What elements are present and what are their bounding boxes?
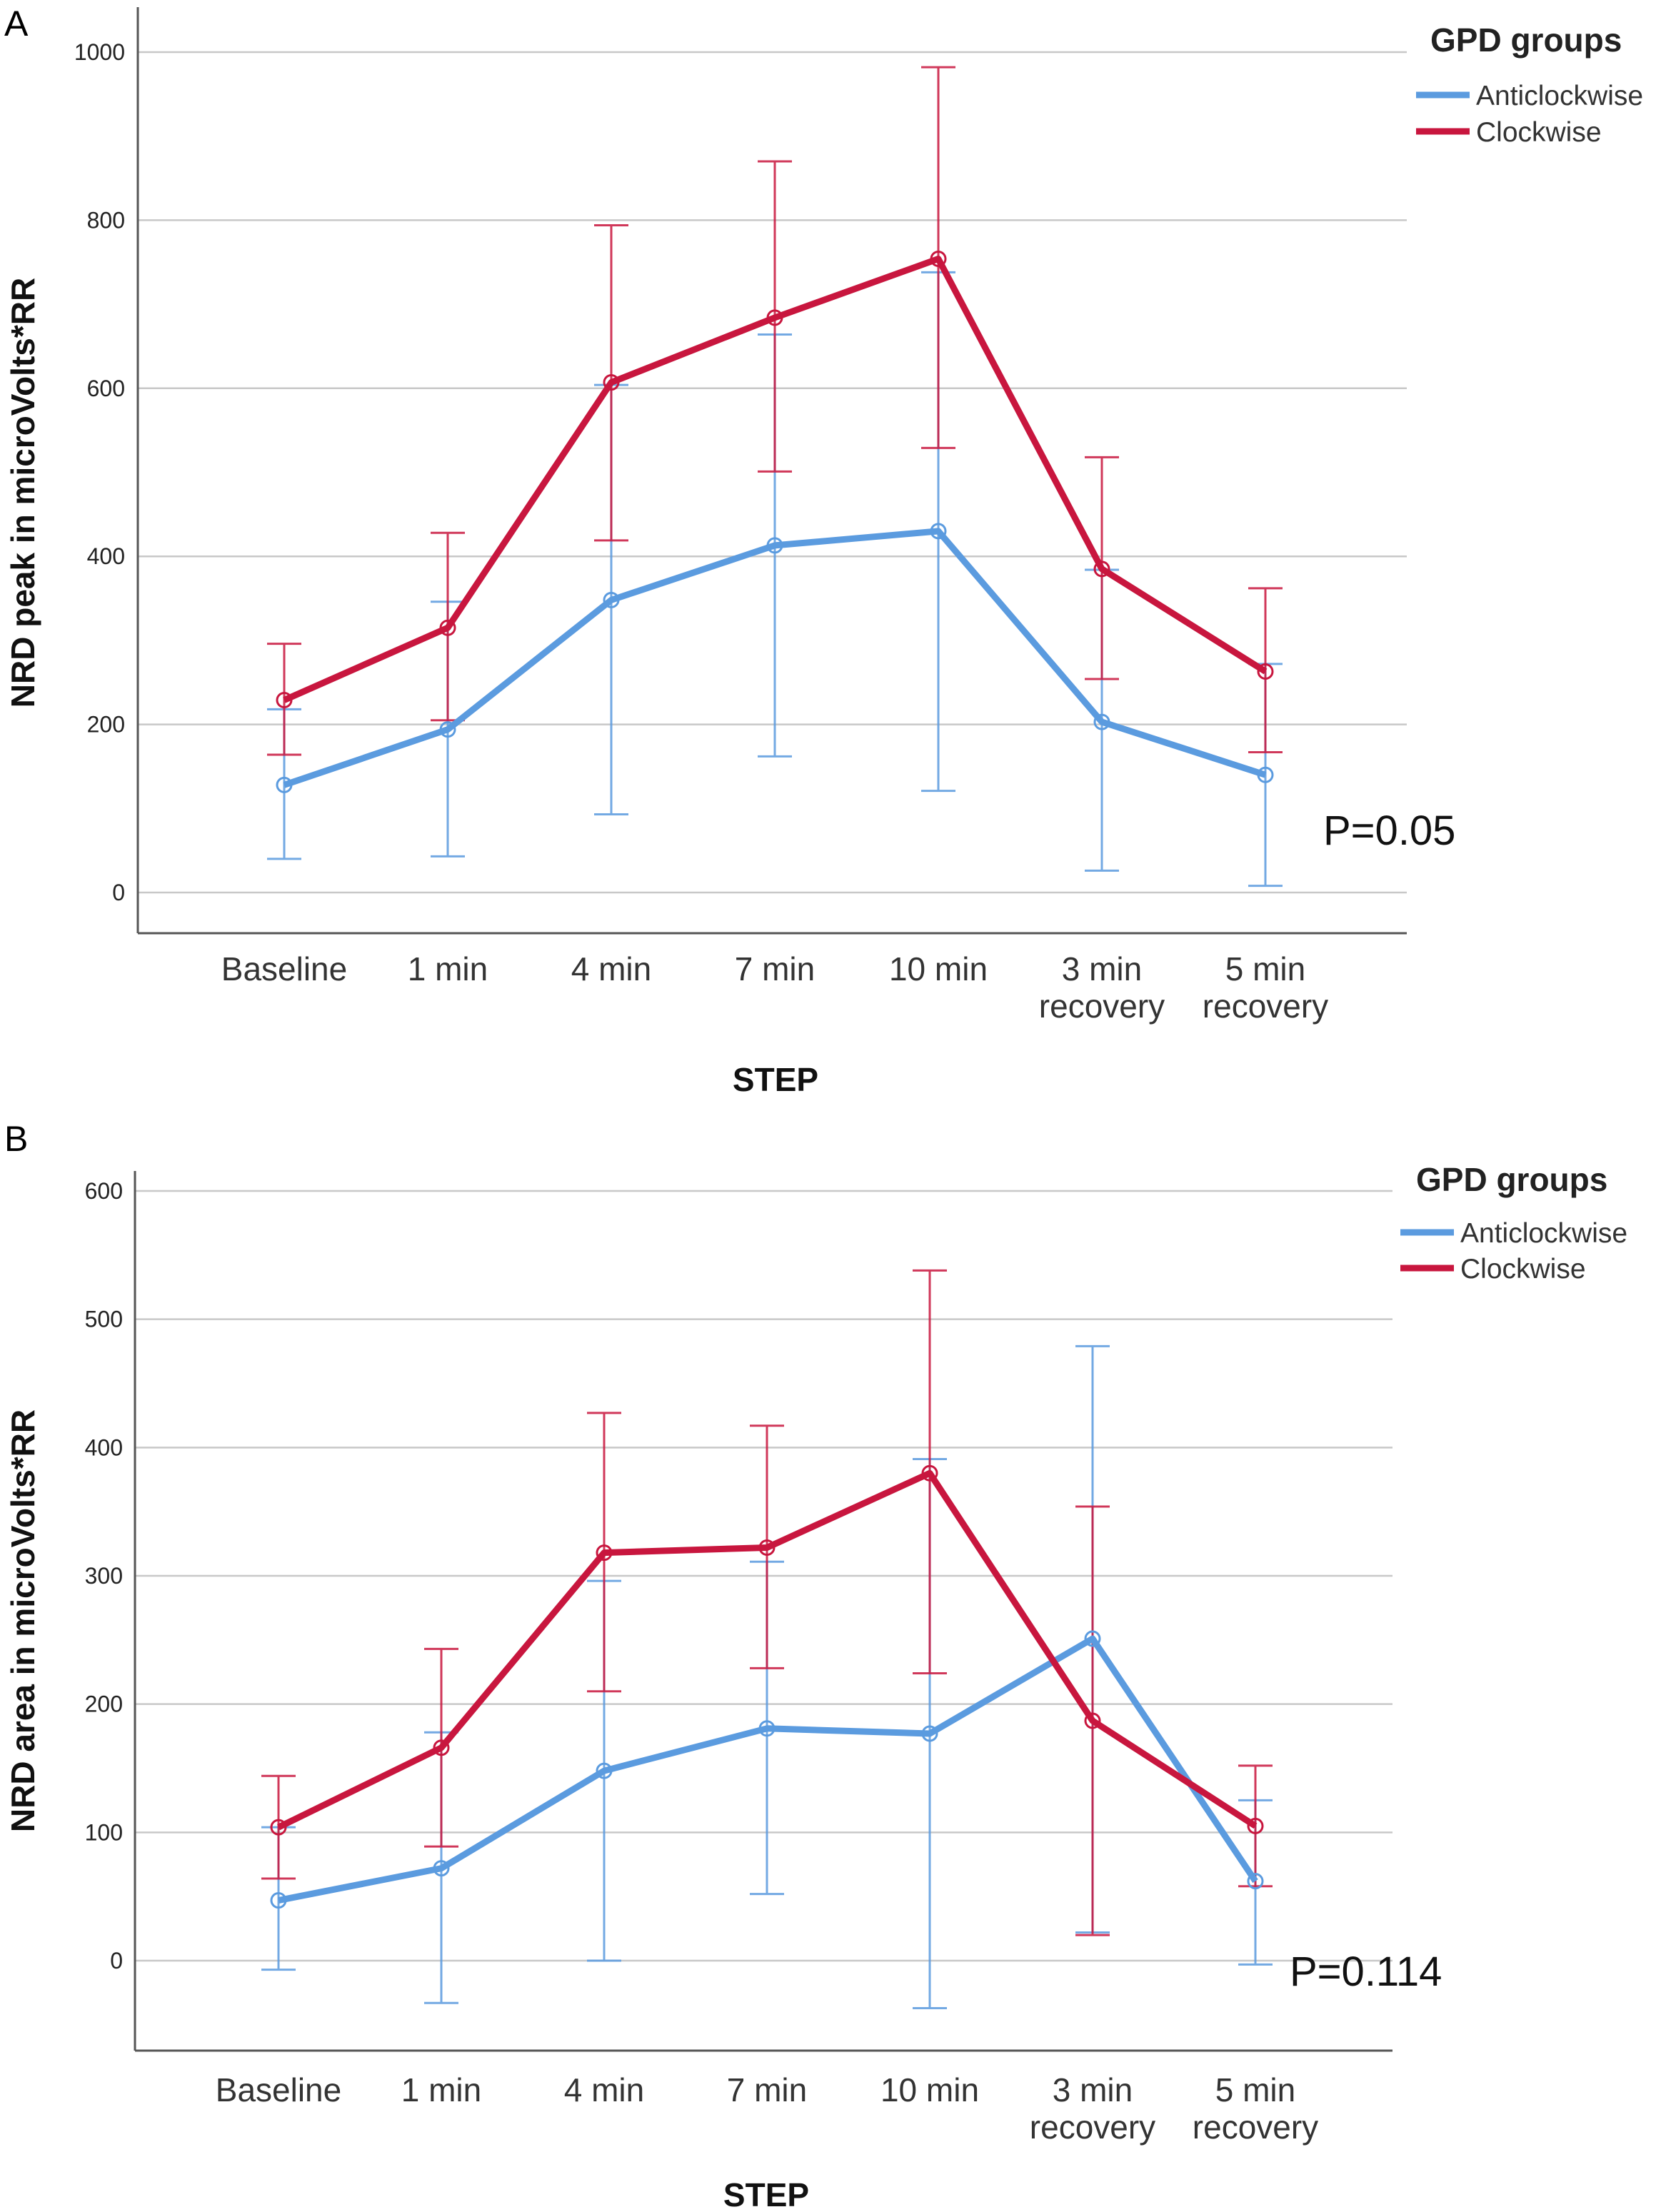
x-category-label: 7 min [735,950,815,987]
y-tick-label: 600 [85,1178,123,1204]
data-point-anticlockwise [766,537,783,554]
y-tick-label: 400 [87,543,125,569]
legend-label-anticlockwise-b: Anticlockwise [1460,1218,1627,1249]
data-point-clockwise [270,1819,287,1836]
data-point-anticlockwise [439,721,456,738]
x-axis-title-b: STEP [723,2176,809,2212]
x-category-label: 3 min recovery [1030,2071,1155,2146]
x-category-labels-a: Baseline 1 min 4 min 7 min 10 min 3 min recove… [221,950,1328,1025]
x-category-label: 1 min [401,2071,481,2108]
p-value-annotation-b: P=0.114 [1290,1949,1442,1995]
data-point-anticlockwise [1084,1630,1101,1647]
y-tick-labels-b: 0 100 200 300 400 500 600 [85,1178,123,1974]
data-point-anticlockwise [276,776,293,793]
data-point-clockwise [596,1544,613,1562]
data-point-clockwise [1257,663,1274,680]
panel-b: B 0 100 200 300 400 500 600 Baseline 1 min 4 min… [4,1119,1627,2212]
panel-b-label: B [4,1119,28,1159]
data-point-clockwise [433,1739,450,1756]
legend-title-a: GPD groups [1430,21,1622,59]
series-line-anticlockwise [278,1635,1258,1904]
x-category-label: Baseline [216,2071,341,2108]
legend-label-clockwise-b: Clockwise [1460,1254,1586,1285]
x-category-label: 3 min recovery [1039,950,1165,1025]
y-tick-label: 200 [87,712,125,738]
legend-label-clockwise-a: Clockwise [1476,117,1602,148]
y-tick-label: 1000 [74,39,125,65]
data-point-clockwise [758,1539,776,1556]
data-point-anticlockwise [603,591,620,608]
data-point-anticlockwise [433,1860,450,1877]
y-tick-labels-a: 0 200 400 600 800 1000 [74,39,125,905]
series-a [267,66,1283,888]
data-point-clockwise [930,251,947,268]
x-category-label: 7 min [727,2071,807,2108]
x-category-label: 10 min [880,2071,979,2108]
x-category-label: 10 min [889,950,988,987]
data-point-anticlockwise [1247,1873,1264,1890]
data-point-anticlockwise [270,1892,287,1909]
p-value-annotation-a: P=0.05 [1323,808,1455,854]
x-category-label: 5 min recovery [1193,2071,1318,2146]
data-point-clockwise [766,309,783,326]
x-category-labels-b: Baseline 1 min 4 min 7 min 10 min 3 min recove… [216,2071,1318,2146]
y-tick-label: 600 [87,376,125,401]
axes-a [136,7,1407,935]
y-tick-label: 0 [112,880,125,905]
legend-a: GPD groups Anticlockwise Clockwise [1416,21,1643,148]
axes-b [134,1171,1392,2052]
y-tick-label: 100 [85,1819,123,1845]
y-tick-label: 500 [85,1307,123,1332]
x-axis-title-a: STEP [733,1061,818,1098]
data-point-clockwise [921,1464,938,1482]
y-tick-label: 0 [110,1948,123,1974]
data-point-clockwise [1093,560,1110,578]
x-category-label: Baseline [221,950,347,987]
y-tick-label: 400 [85,1434,123,1460]
series-line-anticlockwise [283,528,1267,788]
grid-lines-a [138,51,1407,894]
y-axis-title-b: NRD area in microVolts*RR [4,1409,41,1832]
y-tick-label: 800 [87,207,125,233]
data-point-anticlockwise [921,1725,938,1742]
panel-a-label: A [4,4,29,44]
series-b [261,1269,1273,2009]
x-category-label: 4 min [564,2071,644,2108]
y-tick-label: 300 [85,1563,123,1589]
data-point-anticlockwise [930,523,947,540]
data-point-clockwise [1084,1712,1101,1729]
legend-title-b: GPD groups [1416,1161,1607,1198]
data-point-clockwise [603,374,620,391]
series-line-clockwise [283,256,1268,703]
data-point-anticlockwise [1257,766,1274,783]
data-point-anticlockwise [596,1762,613,1779]
y-tick-label: 200 [85,1691,123,1717]
data-point-clockwise [276,691,293,708]
data-point-anticlockwise [1093,713,1110,730]
legend-label-anticlockwise-a: Anticlockwise [1476,81,1643,111]
legend-b: GPD groups Anticlockwise Clockwise [1400,1161,1627,1285]
x-category-label: 1 min [408,950,488,987]
y-axis-title-a: NRD peak in microVolts*RR [4,278,41,708]
data-point-clockwise [439,619,456,636]
data-point-anticlockwise [758,1720,776,1737]
x-category-label: 5 min recovery [1203,950,1328,1025]
data-point-clockwise [1247,1817,1264,1834]
panel-a: A 0 200 400 600 800 1000 Baseline 1 min 4 min 7 … [4,4,1643,1098]
x-category-label: 4 min [571,950,651,987]
series-line-clockwise [277,1469,1258,1831]
grid-lines-b [135,1190,1392,1962]
